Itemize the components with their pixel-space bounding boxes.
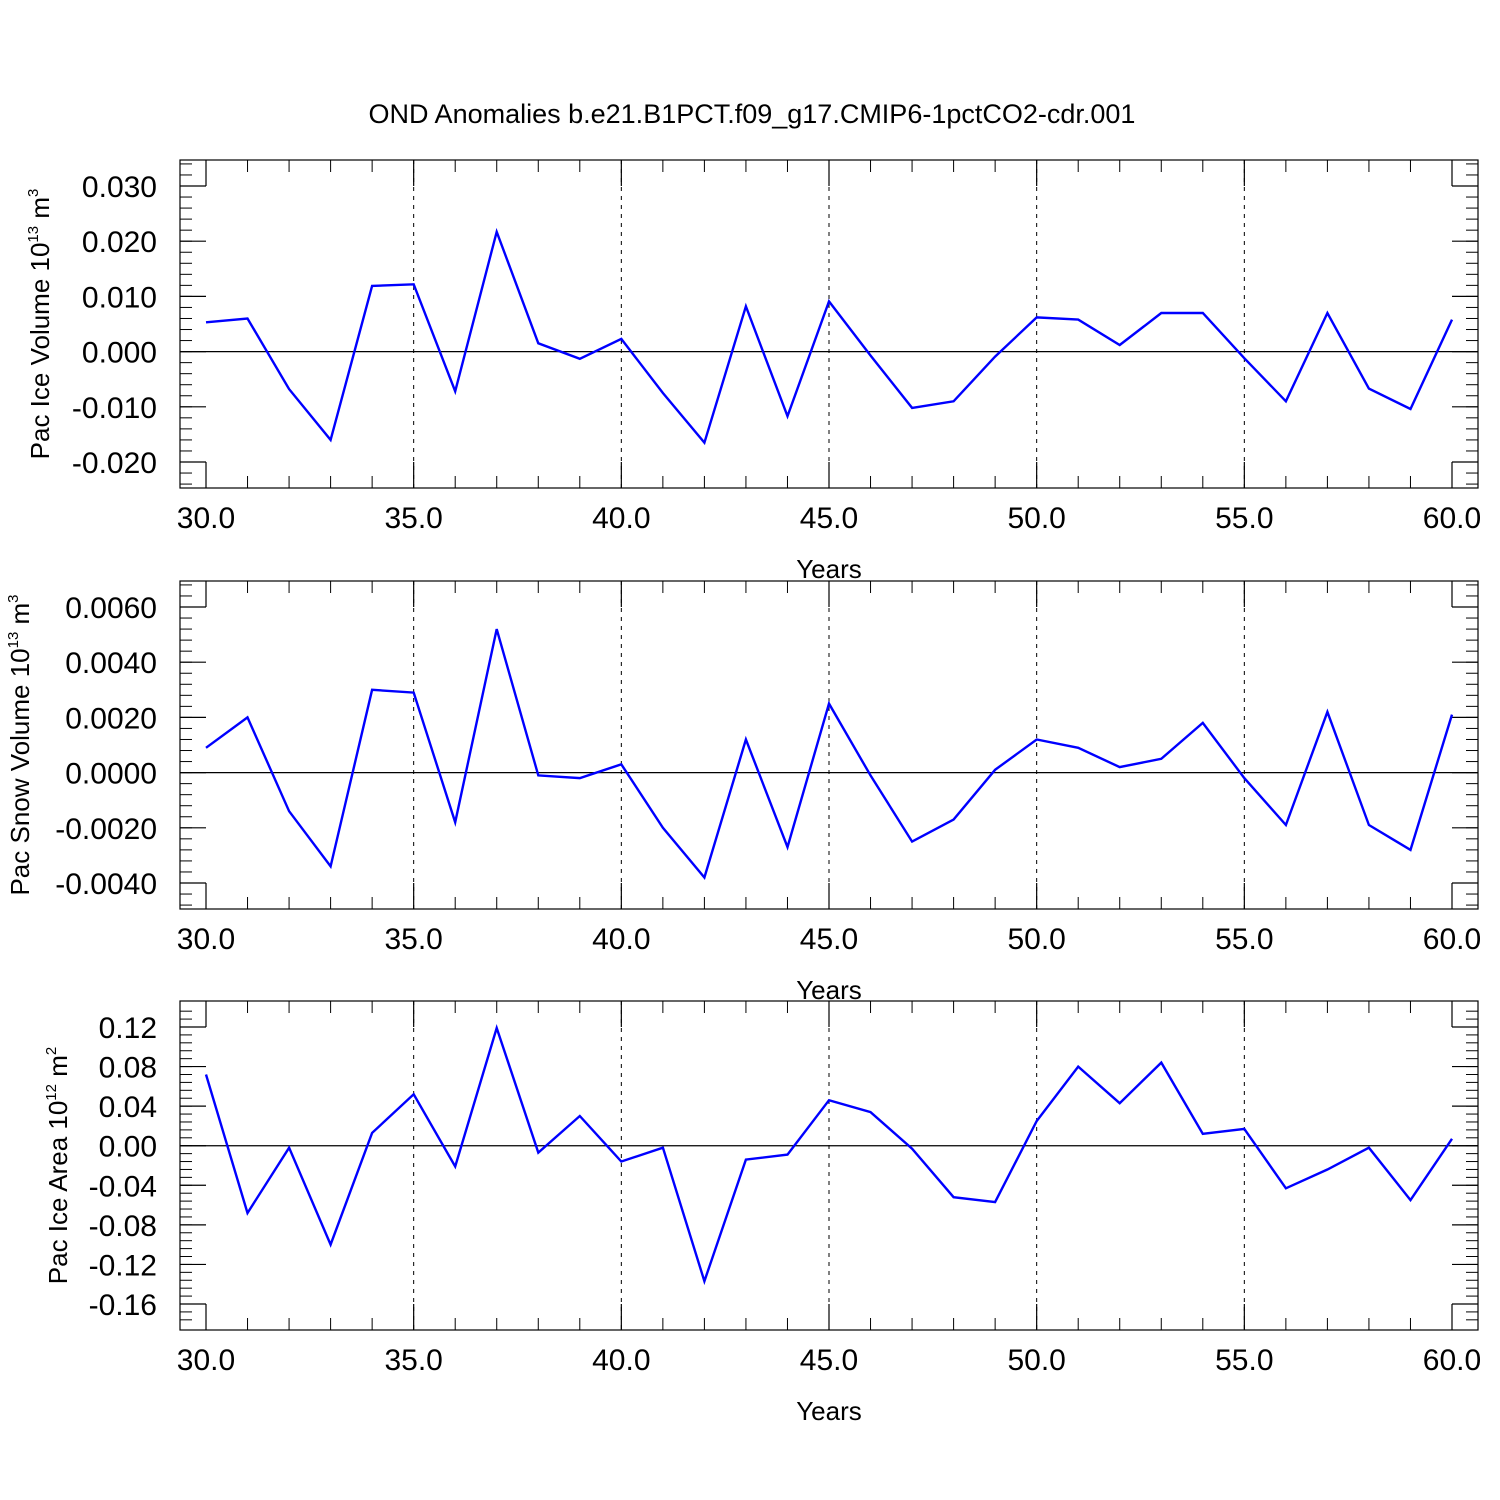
y-tick-label: 0.0000 <box>65 758 157 791</box>
x-tick-label: 30.0 <box>177 923 235 956</box>
y-tick-label: 0.04 <box>99 1091 157 1124</box>
panel-ice-volume: 30.0 35.0 40.0 45.0 50.0 55.0 60.0 -0.020 -0.010… <box>25 159 1481 584</box>
y-tick-label: 0.0040 <box>65 647 157 680</box>
x-tick-label: 60.0 <box>1423 923 1481 956</box>
y-tick-label: 0.0020 <box>65 702 157 735</box>
y-axis-label: Pac Snow Volume 1013 m3 <box>5 594 35 895</box>
y-tick-label: -0.12 <box>89 1249 157 1282</box>
y-tick-label: 0.00 <box>99 1131 157 1164</box>
y-tick-label: 0.08 <box>99 1052 157 1085</box>
y-tick-label: 0.0060 <box>65 592 157 625</box>
series-line <box>205 628 1454 880</box>
y-axis-label: Pac Ice Area 1012 m2 <box>43 1047 73 1284</box>
x-tick-label: 30.0 <box>177 1344 235 1377</box>
x-tick-label: 55.0 <box>1215 923 1273 956</box>
x-tick-label: 50.0 <box>1007 1344 1065 1377</box>
x-tick-label: 50.0 <box>1007 923 1065 956</box>
y-tick-label: 0.12 <box>99 1012 157 1045</box>
series-line <box>205 227 1454 446</box>
y-tick-label: -0.020 <box>72 447 157 480</box>
x-tick-label: 40.0 <box>592 1344 650 1377</box>
y-tick-label: -0.0040 <box>55 868 157 901</box>
y-tick-label: 0.000 <box>82 337 157 370</box>
x-tick-label: 35.0 <box>384 923 442 956</box>
y-tick-label: -0.010 <box>72 392 157 425</box>
x-tick-label: 35.0 <box>384 1344 442 1377</box>
x-tick-label: 45.0 <box>800 923 858 956</box>
panel-ice-area: 30.0 35.0 40.0 45.0 50.0 55.0 60.0 -0.16 -0.12 -0… <box>43 1000 1481 1426</box>
y-tick-label: 0.010 <box>82 281 157 314</box>
x-tick-label: 30.0 <box>177 502 235 535</box>
x-axis-label: Years <box>796 1396 862 1426</box>
x-tick-label: 45.0 <box>800 1344 858 1377</box>
x-tick-label: 55.0 <box>1215 502 1273 535</box>
y-tick-label: -0.0020 <box>55 813 157 846</box>
x-tick-label: 40.0 <box>592 502 650 535</box>
y-tick-label: -0.08 <box>89 1210 157 1243</box>
series-line <box>204 1024 1453 1286</box>
x-tick-label: 60.0 <box>1423 502 1481 535</box>
chart-title: OND Anomalies b.e21.B1PCT.f09_g17.CMIP6-… <box>369 99 1136 129</box>
x-tick-label: 60.0 <box>1423 1344 1481 1377</box>
panel-snow-volume: 30.0 35.0 40.0 45.0 50.0 55.0 60.0 -0.0040 -0.00… <box>5 580 1481 1005</box>
x-tick-label: 45.0 <box>800 502 858 535</box>
x-tick-label: 40.0 <box>592 923 650 956</box>
x-tick-label: 50.0 <box>1007 502 1065 535</box>
y-axis-label: Pac Ice Volume 1013 m3 <box>25 189 55 460</box>
y-tick-label: -0.04 <box>89 1170 157 1203</box>
y-tick-label: -0.16 <box>89 1289 157 1322</box>
y-tick-label: 0.020 <box>82 226 157 259</box>
x-tick-label: 35.0 <box>384 502 442 535</box>
x-axis-label: Years <box>796 975 862 1005</box>
x-axis-label: Years <box>796 554 862 584</box>
panels: 30.0 35.0 40.0 45.0 50.0 55.0 60.0 -0.020 -0.010… <box>5 159 1481 1426</box>
y-tick-label: 0.030 <box>82 171 157 204</box>
x-tick-label: 55.0 <box>1215 1344 1273 1377</box>
